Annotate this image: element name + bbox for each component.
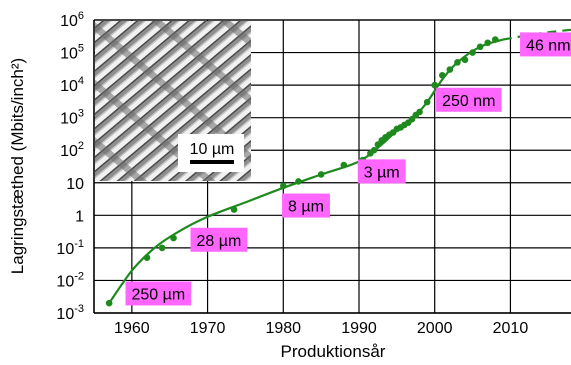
data-point [143, 254, 151, 261]
data-point [279, 182, 287, 190]
data-point [469, 49, 476, 56]
feature-size-label: 8 µm [282, 193, 330, 218]
y-tick-base: 10 [60, 143, 78, 160]
y-tick-label: 104 [60, 75, 84, 95]
y-tick-base: 10 [56, 241, 74, 258]
y-tick-exponent: 4 [78, 75, 84, 87]
y-tick-label: 103 [60, 108, 84, 128]
feature-size-label-text: 28 µm [197, 233, 242, 250]
data-point [438, 72, 446, 79]
y-tick-base: 10 [60, 46, 78, 63]
x-tick-label: 1960 [114, 320, 150, 337]
data-point [370, 146, 378, 154]
x-tick-label: 2000 [417, 320, 453, 337]
y-tick-label: 105 [60, 43, 84, 63]
sem-inset-image: 10 µm [95, 21, 251, 181]
feature-size-label: 28 µm [190, 227, 248, 252]
data-point [317, 171, 325, 178]
y-tick-exponent: 6 [78, 10, 84, 22]
y-tick-base: 10 [60, 111, 78, 128]
data-point [416, 108, 423, 116]
x-tick-labels: 1960 1970 1980 1990 2000 2010 [114, 320, 528, 337]
y-tick-base: 10 [60, 13, 78, 30]
data-point [105, 299, 113, 307]
x-tick-label: 2010 [493, 320, 529, 337]
data-point [340, 161, 348, 169]
feature-size-label-text: 250 µm [132, 286, 186, 303]
feature-size-label: 250 nm [436, 87, 502, 112]
data-point [454, 59, 461, 66]
y-tick-base: 1 [75, 208, 84, 225]
feature-size-label-box [282, 193, 330, 218]
y-tick-base: 10 [60, 78, 78, 95]
y-tick-base: 10 [56, 273, 74, 290]
y-tick-label: 10-1 [56, 238, 84, 258]
x-tick-label: 1970 [190, 320, 226, 337]
feature-size-labels: 250 µm 28 µm 8 µm 3 µm 250 nm 46 nm [125, 32, 571, 306]
data-point [423, 98, 431, 106]
feature-size-label-box [125, 281, 192, 306]
y-tick-base: 10 [56, 306, 74, 323]
y-tick-exponent: 3 [78, 108, 84, 120]
y-tick-base: 10 [66, 176, 84, 193]
feature-size-label-text: 46 nm [526, 37, 570, 54]
data-point [170, 234, 177, 242]
y-tick-exponent: -2 [74, 270, 84, 282]
x-tick-label: 1990 [341, 320, 377, 337]
data-point [431, 81, 439, 89]
y-tick-label: 1 [75, 208, 84, 225]
feature-size-label: 3 µm [357, 159, 406, 184]
feature-size-label: 250 µm [125, 281, 192, 306]
y-tick-exponent: 2 [78, 140, 84, 152]
feature-size-label-text: 8 µm [288, 199, 324, 216]
y-tick-label: 10-2 [56, 270, 84, 290]
feature-size-label-box [436, 87, 502, 112]
data-point [484, 39, 492, 47]
inset-scale-label: 10 µm [190, 141, 235, 158]
data-point [491, 36, 499, 43]
y-tick-exponent: -3 [74, 303, 84, 315]
feature-size-label: 46 nm [520, 32, 571, 57]
feature-size-label-text: 3 µm [364, 164, 400, 181]
feature-size-label-box [190, 227, 248, 252]
data-point [158, 244, 166, 252]
y-tick-label: 106 [60, 10, 84, 30]
x-tick-label: 1980 [265, 320, 301, 337]
y-tick-exponent: 5 [78, 43, 84, 55]
data-point [461, 56, 469, 64]
y-tick-label: 10-3 [56, 303, 84, 323]
data-point [446, 66, 454, 73]
data-point [295, 178, 302, 185]
y-axis-title: Lagringstæthed (Mbits/inch²) [8, 58, 27, 274]
feature-size-label-box [520, 32, 571, 57]
y-tick-label: 102 [60, 140, 84, 160]
data-point [230, 206, 238, 213]
feature-size-label-box [357, 159, 406, 184]
feature-size-label-text: 250 nm [442, 93, 495, 110]
y-tick-label: 10 [66, 176, 84, 193]
y-tick-exponent: -1 [74, 238, 84, 250]
data-point [476, 43, 484, 51]
x-axis-title: Produktionsår [281, 342, 386, 361]
